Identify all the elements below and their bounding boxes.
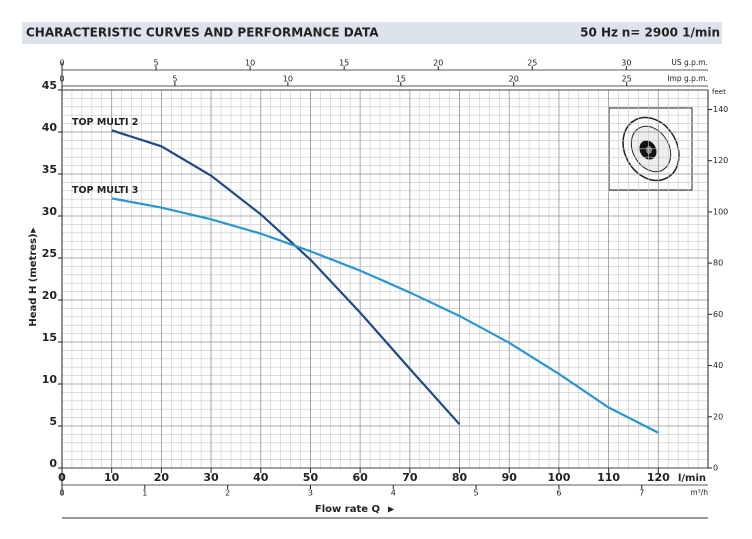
y-tick-label: 45 [42, 79, 57, 92]
secondary-tick-label: 4 [391, 489, 396, 498]
frequency: 50 Hz [580, 26, 618, 40]
x-tick-label: 30 [203, 471, 219, 484]
y2-tick-label: 20 [713, 412, 723, 421]
secondary-tick-label: 5 [154, 59, 159, 68]
y2-tick-label: 60 [713, 310, 723, 319]
y-arrow: ▶ [29, 227, 37, 233]
y2-tick-label: 0 [713, 464, 718, 473]
x-tick-label: 70 [402, 471, 418, 484]
secondary-tick-label: 7 [639, 489, 644, 498]
chart-title: CHARACTERISTIC CURVES AND PERFORMANCE DA… [26, 26, 379, 40]
x-tick-label: 50 [303, 471, 319, 484]
secondary-unit: Imp g.p.m. [667, 74, 708, 83]
y2-tick-label: 100 [713, 207, 728, 216]
secondary-tick-label: 10 [283, 75, 293, 84]
secondary-unit: US g.p.m. [671, 58, 708, 67]
y2-unit: feet [712, 88, 726, 96]
secondary-tick-label: 0 [59, 59, 64, 68]
x-tick-label: 110 [597, 471, 620, 484]
series-label: TOP MULTI 2 [72, 117, 138, 128]
secondary-tick-label: 5 [474, 489, 479, 498]
y-tick-label: 15 [42, 331, 57, 344]
secondary-tick-label: 25 [527, 59, 537, 68]
x-axis-title: Flow rate Q [315, 504, 380, 515]
y2-tick-label: 40 [713, 361, 723, 370]
secondary-tick-label: 20 [509, 75, 519, 84]
y2-tick-label: 80 [713, 259, 723, 268]
y-tick-label: 30 [42, 205, 58, 218]
y2-tick-label: 120 [713, 156, 728, 165]
secondary-tick-label: 1 [142, 489, 147, 498]
y-tick-label: 10 [42, 373, 58, 386]
y2-tick-label: 140 [713, 105, 728, 114]
speed: n= 2900 1/min [622, 26, 720, 40]
y-axis-title: Head H (metres) [28, 233, 39, 326]
x-arrow: ▶ [388, 505, 395, 514]
x-tick-label: 20 [154, 471, 170, 484]
secondary-tick-label: 25 [622, 75, 632, 84]
x-tick-label: 120 [647, 471, 670, 484]
secondary-tick-label: 20 [433, 59, 443, 68]
y-tick-label: 5 [49, 415, 57, 428]
series-label: TOP MULTI 3 [72, 185, 138, 196]
y-tick-label: 35 [42, 163, 57, 176]
secondary-tick-label: 0 [59, 489, 64, 498]
x-unit: l/min [678, 473, 706, 484]
secondary-tick-label: 0 [59, 75, 64, 84]
header-band [22, 22, 722, 44]
x-tick-label: 60 [352, 471, 368, 484]
y-tick-label: 20 [42, 289, 58, 302]
secondary-tick-label: 2 [225, 489, 230, 498]
x-tick-label: 10 [104, 471, 120, 484]
y-tick-label: 0 [49, 457, 57, 470]
x-tick-label: 80 [452, 471, 468, 484]
secondary-tick-label: 15 [339, 59, 349, 68]
secondary-tick-label: 6 [556, 489, 561, 498]
y-tick-label: 40 [42, 121, 58, 134]
secondary-tick-label: 5 [172, 75, 177, 84]
x-tick-label: 40 [253, 471, 269, 484]
secondary-tick-label: 10 [245, 59, 255, 68]
secondary-unit: m³/h [690, 488, 708, 497]
secondary-tick-label: 30 [621, 59, 631, 68]
curve [111, 129, 461, 426]
secondary-tick-label: 3 [308, 489, 313, 498]
x-tick-label: 100 [547, 471, 570, 484]
curve [111, 197, 659, 434]
x-tick-label: 90 [502, 471, 518, 484]
secondary-tick-label: 15 [396, 75, 406, 84]
y-tick-label: 25 [42, 247, 57, 260]
